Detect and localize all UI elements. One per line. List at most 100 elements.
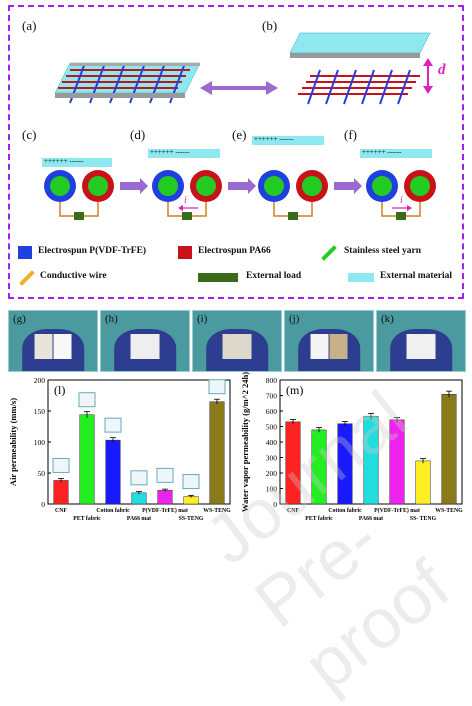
category-label: PA66 mat — [359, 516, 383, 522]
structure-b — [289, 32, 431, 105]
panel-label-g: (g) — [13, 313, 26, 325]
legend-swatch-material — [348, 273, 374, 282]
legend-swatch-pvdf — [18, 246, 32, 259]
y-tick-label: 0 — [41, 500, 45, 509]
panel-label-c: (c) — [22, 127, 37, 142]
sample-thumbnail-icon — [182, 474, 200, 490]
sample-thumbnail-icon — [208, 379, 226, 395]
schematic-border — [8, 5, 464, 299]
conductive-wire-icon — [19, 270, 35, 286]
charge-bar-c: ++++++ ------ — [42, 157, 112, 167]
legend-label-material: External material — [380, 271, 453, 281]
panel-label-j: (j) — [289, 313, 300, 325]
distance-label: d — [438, 62, 446, 78]
legend-label-pa66: Electrospun PA66 — [198, 246, 271, 256]
legend-label-yarn: Stainless steel yarn — [344, 246, 422, 256]
panel-label-e: (e) — [232, 127, 247, 142]
photo-j: (j) — [284, 310, 374, 372]
fiber-pair-e — [258, 170, 328, 220]
structure-a — [54, 62, 201, 104]
bar — [79, 414, 95, 505]
step-arrows-icon — [120, 178, 362, 194]
y-tick-label: 700 — [266, 392, 278, 401]
panel-label-b: (b) — [262, 18, 278, 33]
chart-water-vapor: 0 100 200 300 400 500 600 700 800 Water vapor per… — [240, 372, 463, 522]
category-label: CNF — [55, 508, 67, 514]
y-tick-label: 300 — [266, 454, 278, 463]
bar — [363, 416, 379, 505]
y-tick-label: 600 — [266, 407, 278, 416]
chart-air-permeability: 0 50 100 150 200 Air permeability (mm/s) (l) CN… — [8, 376, 231, 522]
category-label: CNF — [287, 508, 299, 514]
bar — [285, 421, 301, 505]
sample-thumbnail-icon — [78, 392, 96, 408]
category-label: P(VDF-TrFE) mat — [374, 507, 420, 514]
y-tick-label: 500 — [266, 423, 278, 432]
sample-thumbnail-icon — [130, 470, 148, 486]
charge-bar-f: ++++++ ------ — [360, 148, 432, 158]
y-axis-label: Air permeability (mm/s) — [8, 398, 18, 486]
chart-panel-label: (m) — [286, 383, 303, 397]
legend-swatch-pa66 — [178, 246, 192, 259]
category-label: SS-TENG — [179, 516, 204, 522]
fiber-pair-c — [44, 170, 114, 220]
schematic-ab — [54, 32, 433, 105]
plot-frame — [47, 379, 231, 505]
y-tick-label: 50 — [38, 469, 46, 478]
bar — [105, 439, 121, 505]
sample-thumbnail-icon — [52, 457, 70, 473]
current-label-d: i — [184, 195, 187, 206]
y-tick-label: 200 — [34, 376, 46, 385]
chart-panel-label: (l) — [54, 383, 65, 397]
legend: Electrospun P(VDF-TrFE) Electrospun PA66… — [18, 244, 458, 296]
y-tick-label: 100 — [266, 485, 278, 494]
fiber-pair-f — [366, 170, 436, 220]
category-label: Cotton fabric — [328, 508, 362, 514]
legend-label-load: External load — [246, 271, 302, 281]
legend-swatch-load — [198, 273, 238, 282]
bar — [209, 401, 225, 505]
bar — [441, 394, 457, 505]
legend-label-pvdf: Electrospun P(VDF-TrFE) — [38, 246, 147, 256]
category-label: P(VDF-TrFE) mat — [142, 507, 188, 514]
category-label: WS-TENG — [435, 508, 463, 514]
category-label: WS-TENG — [203, 508, 231, 514]
bar — [415, 460, 431, 505]
legend-label-wire: Conductive wire — [40, 271, 107, 281]
y-tick-label: 400 — [266, 438, 278, 447]
category-label: PET fabric — [305, 516, 333, 522]
panel-label-d: (d) — [130, 127, 146, 142]
category-label: PET fabric — [73, 516, 101, 522]
bar — [131, 492, 147, 505]
y-tick-label: 200 — [266, 469, 278, 478]
bar — [311, 429, 327, 505]
bar — [157, 490, 173, 505]
fiber-pair-d — [152, 170, 222, 220]
charge-bar-d: ++++++ ------ — [148, 148, 220, 158]
distance-arrow-icon — [423, 58, 433, 94]
sample-thumbnail-icon — [104, 417, 122, 433]
double-arrow-icon — [200, 81, 278, 95]
panel-label-k: (k) — [381, 313, 394, 325]
panel-label-a: (a) — [22, 18, 37, 33]
panel-label-i: (i) — [197, 313, 208, 325]
category-label: Cotton fabric — [96, 508, 130, 514]
sample-thumbnail-icon — [156, 467, 174, 483]
photo-i: (i) — [192, 310, 282, 372]
current-label-f: i — [400, 195, 403, 206]
bar — [53, 480, 69, 505]
photo-h: (h) — [100, 310, 190, 372]
y-tick-label: 150 — [34, 407, 46, 416]
panel-label-h: (h) — [105, 313, 118, 325]
bar — [389, 419, 405, 505]
photo-k: (k) — [376, 310, 466, 372]
category-label: SS- TENG — [410, 516, 437, 522]
category-label: PA66 mat — [127, 516, 151, 522]
schematic-cf — [44, 170, 436, 220]
stainless-yarn-icon — [321, 245, 337, 261]
current-arrow-icon — [178, 205, 412, 211]
y-tick-label: 100 — [34, 438, 46, 447]
y-tick-label: 800 — [266, 376, 278, 385]
bar — [337, 423, 353, 505]
panel-label-f: (f) — [344, 127, 357, 142]
